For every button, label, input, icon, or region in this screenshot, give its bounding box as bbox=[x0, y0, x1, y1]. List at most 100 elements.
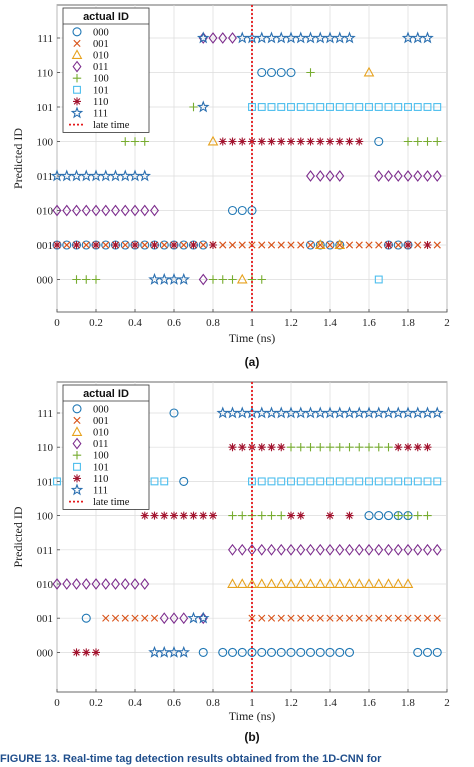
point-011 bbox=[374, 170, 384, 182]
x-tick-label: 0 bbox=[54, 697, 60, 709]
point-100 bbox=[130, 137, 140, 146]
point-001 bbox=[326, 614, 334, 622]
point-101 bbox=[404, 477, 412, 486]
point-110 bbox=[82, 648, 91, 657]
point-111 bbox=[284, 31, 298, 44]
point-011 bbox=[364, 543, 374, 556]
y-tick-label: 000 bbox=[37, 275, 54, 287]
point-000 bbox=[179, 476, 189, 486]
legend-marker-101 bbox=[73, 462, 81, 471]
x-tick-label: 1.2 bbox=[284, 697, 298, 709]
x-tick-label: 0.2 bbox=[89, 317, 103, 329]
legend-label-100: 100 bbox=[93, 451, 109, 462]
point-000 bbox=[62, 240, 72, 250]
point-000 bbox=[227, 205, 238, 216]
point-010 bbox=[314, 239, 326, 249]
legend-marker-000 bbox=[72, 404, 82, 414]
point-010 bbox=[324, 578, 336, 588]
point-011 bbox=[267, 543, 276, 556]
legend-label-late-time: late time bbox=[93, 120, 130, 131]
point-001 bbox=[102, 614, 110, 622]
x-tick-label: 0.2 bbox=[89, 697, 103, 709]
point-000 bbox=[159, 240, 169, 250]
point-010 bbox=[207, 135, 219, 146]
point-011 bbox=[315, 543, 325, 556]
point-111 bbox=[411, 31, 425, 44]
point-111 bbox=[382, 406, 395, 419]
point-100 bbox=[433, 137, 442, 146]
point-100 bbox=[364, 443, 374, 452]
point-100 bbox=[277, 511, 286, 520]
point-100 bbox=[228, 511, 237, 520]
point-001 bbox=[375, 614, 383, 622]
point-000 bbox=[257, 647, 267, 657]
x-tick-label: 1 bbox=[249, 317, 255, 329]
point-000 bbox=[422, 647, 433, 657]
point-111 bbox=[196, 611, 210, 624]
y-tick-label: 101 bbox=[37, 102, 54, 114]
point-111 bbox=[118, 169, 132, 182]
point-001 bbox=[121, 241, 129, 249]
point-101 bbox=[345, 103, 354, 111]
point-000 bbox=[247, 647, 257, 657]
legend-box bbox=[62, 384, 150, 510]
point-110 bbox=[257, 443, 266, 452]
point-101 bbox=[345, 477, 354, 486]
legend-marker-111 bbox=[70, 483, 84, 496]
point-011 bbox=[354, 543, 364, 556]
point-000 bbox=[383, 511, 394, 521]
point-001 bbox=[199, 241, 207, 249]
point-010 bbox=[266, 578, 277, 588]
point-111 bbox=[148, 645, 161, 658]
point-011 bbox=[413, 543, 423, 556]
point-001 bbox=[394, 241, 402, 249]
point-111 bbox=[157, 272, 171, 285]
point-001 bbox=[336, 614, 344, 622]
point-101 bbox=[413, 477, 422, 486]
point-110 bbox=[111, 241, 120, 249]
point-111 bbox=[323, 406, 337, 419]
point-111 bbox=[265, 406, 278, 419]
x-tick-label: 0.4 bbox=[128, 697, 142, 709]
point-001 bbox=[375, 241, 383, 249]
point-111 bbox=[196, 31, 210, 44]
point-110 bbox=[326, 137, 334, 146]
point-011 bbox=[393, 170, 403, 182]
legend-label-110: 110 bbox=[93, 97, 108, 108]
point-111 bbox=[391, 406, 405, 419]
point-101 bbox=[384, 103, 393, 111]
point-011 bbox=[72, 578, 81, 590]
point-101 bbox=[374, 275, 383, 284]
x-tick-label: 1.4 bbox=[323, 317, 337, 329]
point-001 bbox=[316, 614, 324, 622]
y-tick-label: 100 bbox=[37, 511, 54, 523]
point-000 bbox=[432, 647, 442, 657]
point-101 bbox=[404, 103, 412, 111]
point-110 bbox=[150, 241, 159, 249]
point-000 bbox=[286, 647, 296, 657]
point-010 bbox=[363, 66, 375, 77]
point-001 bbox=[258, 614, 266, 622]
point-001 bbox=[131, 614, 139, 622]
point-001 bbox=[423, 614, 432, 622]
point-011 bbox=[52, 578, 62, 590]
point-101 bbox=[394, 103, 403, 111]
legend-label-010: 010 bbox=[93, 428, 109, 439]
point-011 bbox=[228, 543, 237, 556]
point-000 bbox=[237, 647, 247, 657]
point-010 bbox=[392, 578, 404, 588]
point-011 bbox=[257, 543, 267, 556]
legend-label-111: 111 bbox=[93, 486, 108, 497]
point-101 bbox=[335, 103, 344, 111]
y-tick-label: 001 bbox=[37, 613, 54, 625]
point-111 bbox=[294, 406, 308, 419]
point-111 bbox=[352, 406, 366, 419]
x-tick-label: 0.6 bbox=[167, 317, 181, 329]
y-tick-label: 111 bbox=[37, 408, 53, 420]
series-010 bbox=[207, 66, 375, 284]
point-100 bbox=[345, 443, 354, 452]
point-010 bbox=[334, 578, 346, 588]
x-tick-label: 2 bbox=[444, 697, 450, 709]
point-111 bbox=[128, 169, 142, 182]
point-011 bbox=[403, 543, 413, 556]
